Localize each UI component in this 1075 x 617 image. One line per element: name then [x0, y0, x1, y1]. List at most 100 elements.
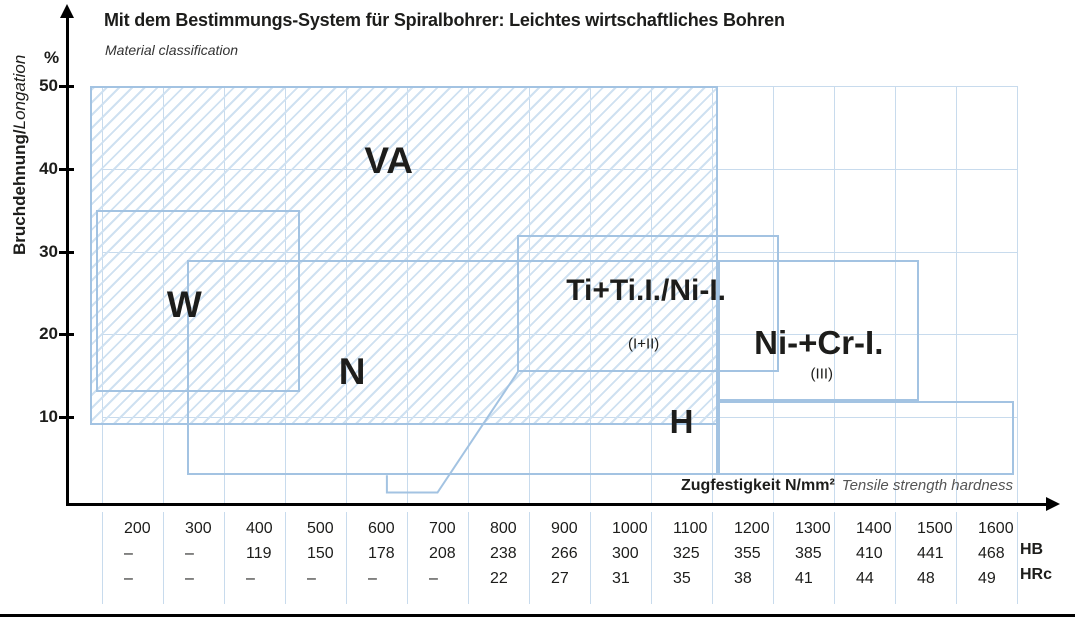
table-cell-hrc: – [429, 570, 438, 587]
region-w [95, 210, 301, 393]
table-column: 600 178 – [346, 516, 407, 591]
table-cell-hrc: 48 [917, 570, 935, 587]
table-cell-hb: 441 [917, 545, 944, 562]
table-cell-tensile: 700 [429, 520, 456, 537]
table-cell-hrc: – [246, 570, 255, 587]
table-cell-hb: 355 [734, 545, 761, 562]
table-cell-tensile: 1600 [978, 520, 1014, 537]
table-cell-tensile: 1400 [856, 520, 892, 537]
table-column: 400 119 – [224, 516, 285, 591]
table-column: 1600 468 49 [956, 516, 1017, 591]
region-ni [718, 259, 920, 401]
x-axis-title-de: Zugfestigkeit N/mm² [680, 477, 835, 494]
table-cell-hrc: 38 [734, 570, 752, 587]
table-cell-hb: 300 [612, 545, 639, 562]
table-column-separator [407, 512, 408, 604]
zone-label-w: W [166, 284, 202, 326]
table-column-separator [529, 512, 530, 604]
table-column: 700 208 – [407, 516, 468, 591]
table-cell-hrc: 22 [490, 570, 508, 587]
zone-label-ti: Ti+Ti.I./Ni-I. [566, 273, 726, 307]
table-column: 1100 325 35 [651, 516, 712, 591]
table-column-separator [712, 512, 713, 604]
table-cell-hrc: 44 [856, 570, 874, 587]
grid-line-vertical [773, 86, 774, 503]
table-cell-hb: 266 [551, 545, 578, 562]
table-cell-hb: – [124, 545, 133, 562]
table-column-separator [224, 512, 225, 604]
table-column: 900 266 27 [529, 516, 590, 591]
table-column-separator [956, 512, 957, 604]
table-column-separator [102, 512, 103, 604]
table-cell-tensile: 1300 [795, 520, 831, 537]
table-cell-hrc: 31 [612, 570, 630, 587]
table-column: 200 – – [102, 516, 163, 591]
zone-label-h: H [669, 403, 694, 441]
grid-line-vertical [895, 86, 896, 503]
table-column-separator [346, 512, 347, 604]
table-column-separator [834, 512, 835, 604]
table-column-separator [163, 512, 164, 604]
table-cell-hb: 468 [978, 545, 1005, 562]
y-axis-line [66, 16, 69, 506]
zone-label-ti-sub: (I+II) [628, 335, 660, 353]
table-cell-tensile: 800 [490, 520, 517, 537]
table-cell-hrc: – [124, 570, 133, 587]
table-cell-tensile: 400 [246, 520, 273, 537]
table-cell-hb: 208 [429, 545, 456, 562]
x-axis-title-en: Tensile strength hardness [841, 477, 1013, 494]
grid-line-vertical [956, 86, 957, 503]
table-column: 1000 300 31 [590, 516, 651, 591]
table-cell-hb: 325 [673, 545, 700, 562]
grid-line-vertical [834, 86, 835, 503]
table-cell-tensile: 1100 [673, 520, 708, 537]
table-column-separator [895, 512, 896, 604]
table-cell-tensile: 900 [551, 520, 578, 537]
table-column-separator [468, 512, 469, 604]
table-cell-tensile: 600 [368, 520, 395, 537]
y-axis-tick-label: 20 [39, 324, 58, 344]
table-cell-hb: 410 [856, 545, 883, 562]
row-label-hb: HB [1020, 541, 1044, 558]
table-cell-hb: 385 [795, 545, 822, 562]
chart-title: Mit dem Bestimmungs-System für Spiralboh… [104, 10, 785, 30]
table-column-separator [1017, 512, 1018, 604]
table-column: 1200 355 38 [712, 516, 773, 591]
table-cell-hrc: 27 [551, 570, 569, 587]
table-cell-tensile: 1500 [917, 520, 953, 537]
table-column-separator [285, 512, 286, 604]
zone-label-ni-sub: (III) [810, 365, 834, 383]
y-axis-arrowhead [60, 4, 74, 18]
grid-line-vertical [1017, 86, 1018, 503]
zone-label-n: N [338, 350, 366, 392]
y-axis-tick-label: 50 [39, 76, 58, 95]
table-cell-hrc: – [368, 570, 377, 587]
table-column-separator [590, 512, 591, 604]
table-cell-hb: 150 [307, 545, 334, 562]
table-cell-hrc: – [185, 570, 194, 587]
table-cell-hrc: 35 [673, 570, 691, 587]
table-column: 800 238 22 [468, 516, 529, 591]
table-cell-tensile: 1200 [734, 520, 770, 537]
region-ti [516, 235, 780, 372]
y-axis-tick-label: 10 [39, 407, 58, 427]
table-cell-hrc: – [307, 570, 316, 587]
table-cell-hb: – [185, 545, 194, 562]
region-va [89, 86, 719, 426]
table-column: 500 150 – [285, 516, 346, 591]
table-column: 1300 385 41 [773, 516, 834, 591]
x-axis-arrowhead [1046, 497, 1060, 511]
table-column: 300 – – [163, 516, 224, 591]
zone-label-ni: Ni-+Cr-I. [754, 323, 884, 361]
chart-subtitle: Material classification [105, 42, 239, 58]
table-cell-hb: 178 [368, 545, 395, 562]
region-h [718, 400, 1014, 476]
table-column-separator [773, 512, 774, 604]
table-cell-tensile: 200 [124, 520, 151, 537]
table-column-separator [651, 512, 652, 604]
table-cell-tensile: 300 [185, 520, 212, 537]
zone-label-va: VA [364, 139, 414, 181]
